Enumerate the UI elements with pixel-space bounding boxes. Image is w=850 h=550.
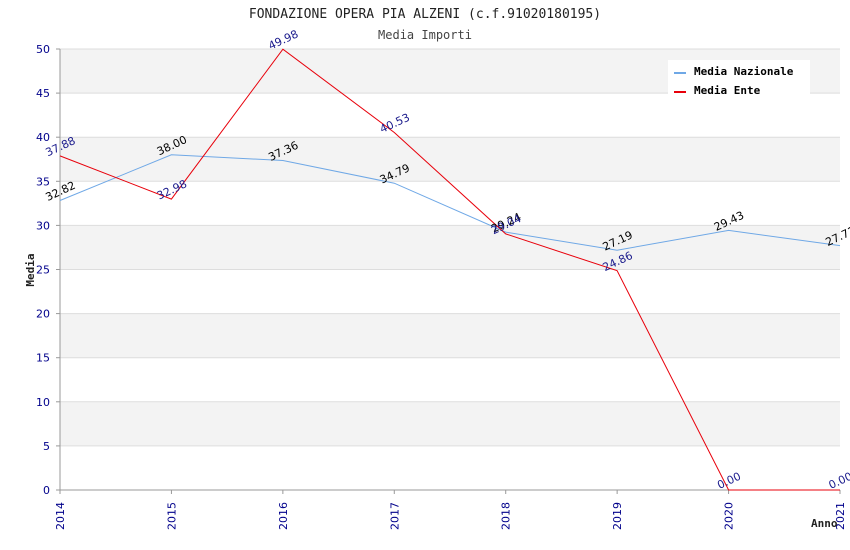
grid-band bbox=[60, 269, 840, 314]
series-line-nazionale bbox=[59, 154, 841, 251]
axes bbox=[59, 49, 840, 491]
series-line-ente bbox=[59, 48, 840, 491]
y-tick-label: 30 bbox=[36, 219, 50, 232]
y-tick-label: 50 bbox=[36, 43, 50, 56]
grid-band bbox=[60, 181, 840, 226]
x-tick-label: 2017 bbox=[388, 502, 401, 530]
x-tick-label: 2015 bbox=[165, 502, 178, 530]
chart-title: FONDAZIONE OPERA PIA ALZENI (c.f.9102018… bbox=[249, 7, 601, 22]
chart-subtitle: Media Importi bbox=[378, 28, 472, 42]
grid-band bbox=[60, 225, 840, 270]
grid-band bbox=[60, 93, 840, 138]
legend-label-ente: Media Ente bbox=[694, 84, 761, 97]
x-tick-label: 2020 bbox=[723, 502, 736, 530]
grid-band bbox=[60, 401, 840, 446]
x-tick-label: 2019 bbox=[611, 502, 624, 530]
x-tick-label: 2021 bbox=[834, 502, 847, 530]
y-tick-label: 20 bbox=[36, 308, 50, 321]
x-tick-label: 2014 bbox=[54, 502, 67, 530]
y-tick-label: 45 bbox=[36, 87, 50, 100]
x-tick-label: 2016 bbox=[277, 502, 290, 530]
y-tick-label: 40 bbox=[36, 131, 50, 144]
grid-band bbox=[60, 313, 840, 358]
x-axis-label: Anno bbox=[811, 517, 838, 530]
grid-bands bbox=[60, 49, 840, 490]
x-tick-labels: 2014 2015 2016 2017 2018 2019 2020 2021 bbox=[54, 502, 847, 530]
grid-band bbox=[60, 357, 840, 402]
legend-box bbox=[668, 60, 810, 98]
series-lines bbox=[59, 48, 841, 491]
legend: Media Nazionale Media Ente bbox=[668, 60, 810, 98]
y-tick-label: 15 bbox=[36, 352, 50, 365]
y-tick-label: 25 bbox=[36, 264, 50, 277]
y-tick-label: 10 bbox=[36, 396, 50, 409]
y-tick-label: 5 bbox=[43, 440, 50, 453]
x-tick-label: 2018 bbox=[500, 502, 513, 530]
y-axis-label: Media bbox=[24, 253, 37, 286]
legend-label-nazionale: Media Nazionale bbox=[694, 65, 794, 78]
y-tick-labels: 0 5 10 15 20 25 30 35 40 45 50 bbox=[36, 43, 50, 497]
y-tick-label: 0 bbox=[43, 484, 50, 497]
y-tick-label: 35 bbox=[36, 175, 50, 188]
